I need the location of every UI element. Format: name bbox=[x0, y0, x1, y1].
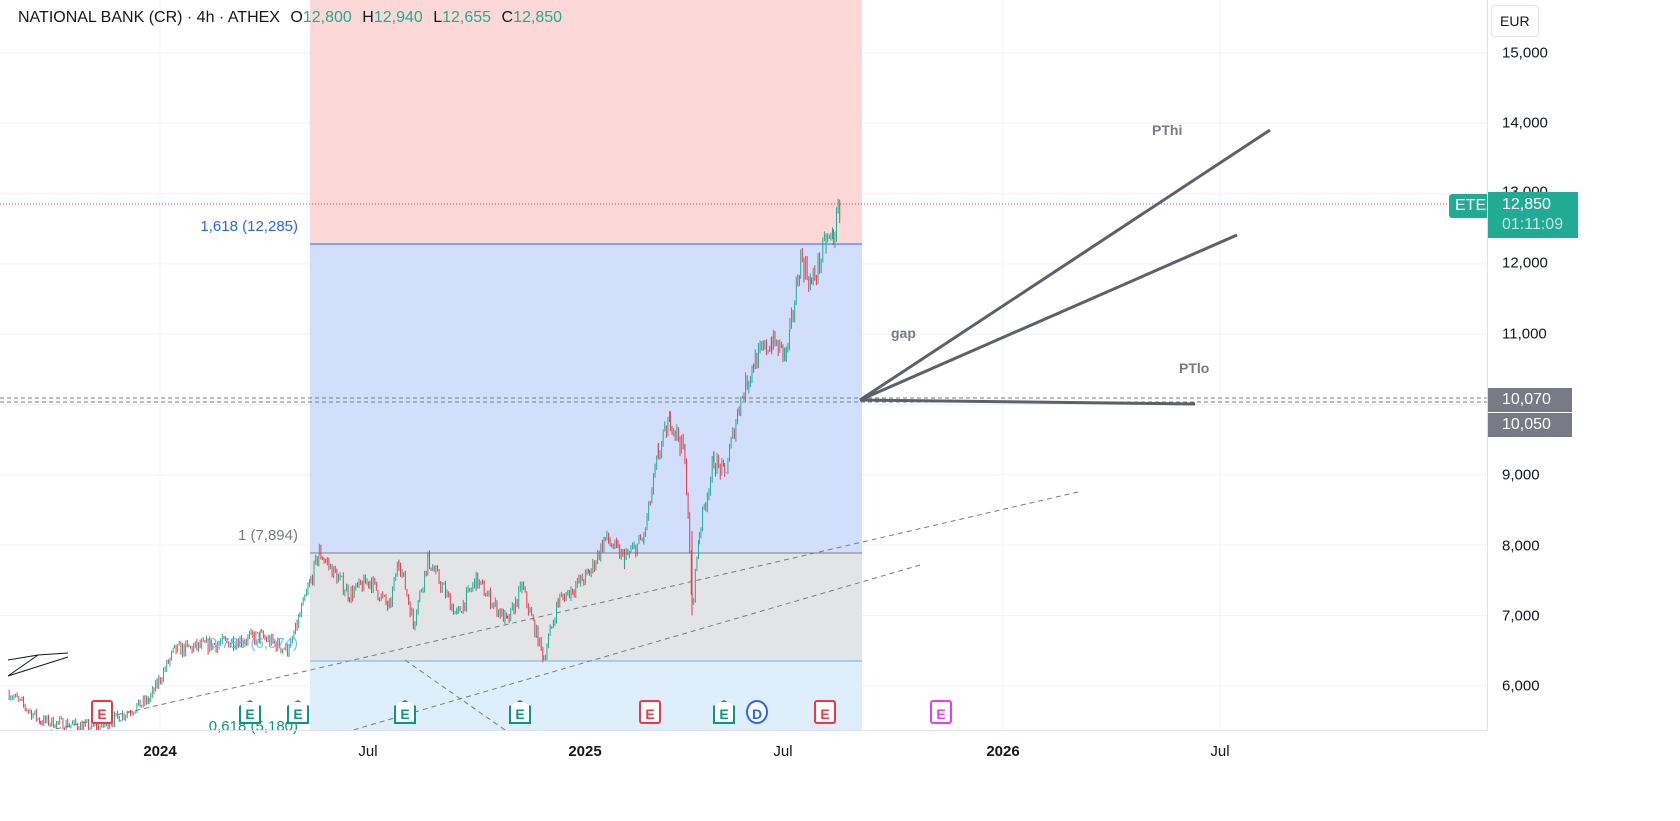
trendline-middle[interactable] bbox=[859, 233, 1238, 402]
price-tick: 8,000 bbox=[1502, 537, 1540, 555]
time-tick: 2026 bbox=[986, 743, 1020, 760]
fib-label-0786: 0,786 (6,374) bbox=[208, 635, 298, 652]
fib-label-1: 1 (7,894) bbox=[237, 527, 298, 544]
time-axis[interactable]: 2024 Jul 2025 Jul 2026 Jul bbox=[0, 730, 1487, 771]
price-chart[interactable] bbox=[0, 0, 1487, 730]
trendline-pthi[interactable] bbox=[859, 128, 1271, 402]
event-earnings-marker[interactable]: E bbox=[713, 700, 735, 724]
event-earnings-marker[interactable]: E bbox=[91, 700, 113, 724]
annotation-pthi[interactable]: PThi bbox=[1152, 122, 1183, 138]
level-badge-10050: 10,050 bbox=[1488, 413, 1572, 437]
price-axis[interactable]: EUR 15,000 14,000 13,000 12,000 11,000 9… bbox=[1487, 0, 1680, 730]
time-tick: Jul bbox=[1210, 743, 1230, 760]
price-tick: 11,000 bbox=[1502, 325, 1547, 343]
fib-zone-lightblue bbox=[310, 661, 862, 730]
price-tick: 15,000 bbox=[1502, 44, 1548, 62]
arrow-drawing[interactable] bbox=[7, 652, 69, 677]
high-value: 12,940 bbox=[373, 9, 423, 26]
fib-label-1618: 1,618 (12,285) bbox=[200, 218, 298, 235]
annotation-ptlo[interactable]: PTlo bbox=[1179, 360, 1210, 376]
low-label: L bbox=[433, 9, 443, 26]
symbol-title[interactable]: NATIONAL BANK (CR) · 4h · ATHEX bbox=[18, 9, 280, 26]
open-label: O bbox=[290, 9, 303, 26]
close-value: 12,850 bbox=[513, 9, 563, 26]
price-tick: 14,000 bbox=[1502, 114, 1548, 132]
trendline-ptlo[interactable] bbox=[859, 398, 1196, 406]
time-tick: Jul bbox=[773, 743, 793, 760]
fib-zone-gray bbox=[310, 553, 862, 661]
level-badge-10070: 10,070 bbox=[1488, 388, 1572, 412]
low-value: 12,655 bbox=[442, 9, 492, 26]
time-tick: 2024 bbox=[143, 743, 177, 760]
symbol-legend: NATIONAL BANK (CR) · 4h · ATHEX O12,800 … bbox=[18, 9, 562, 27]
event-earnings-marker[interactable]: E bbox=[814, 700, 836, 724]
event-earnings-marker[interactable]: E bbox=[394, 700, 416, 724]
price-tick: 12,000 bbox=[1502, 254, 1548, 272]
time-tick: 2025 bbox=[568, 743, 602, 760]
diagonal-dashed-line[interactable] bbox=[404, 659, 506, 730]
ticker-tag: ETE bbox=[1449, 194, 1493, 218]
high-label: H bbox=[362, 9, 374, 26]
price-tick: 7,000 bbox=[1502, 607, 1540, 625]
event-earnings-marker[interactable]: E bbox=[239, 700, 261, 724]
event-earnings-marker[interactable]: E bbox=[509, 700, 531, 724]
event-dividend-marker[interactable]: D bbox=[746, 700, 768, 724]
candles bbox=[8, 198, 841, 730]
last-price-badge: 12,850 01:11:09 bbox=[1488, 192, 1578, 238]
event-earnings-marker-upcoming[interactable]: E bbox=[930, 700, 952, 724]
currency-button[interactable]: EUR bbox=[1491, 5, 1539, 37]
time-tick: Jul bbox=[358, 743, 378, 760]
bar-countdown: 01:11:09 bbox=[1502, 216, 1564, 233]
price-tick: 6,000 bbox=[1502, 677, 1540, 695]
open-value: 12,800 bbox=[302, 9, 352, 26]
event-earnings-marker[interactable]: E bbox=[287, 700, 309, 724]
last-price: 12,850 bbox=[1502, 196, 1551, 213]
price-tick: 9,000 bbox=[1502, 466, 1540, 484]
annotation-gap[interactable]: gap bbox=[891, 325, 916, 341]
close-label: C bbox=[501, 9, 514, 26]
event-earnings-marker[interactable]: E bbox=[639, 700, 661, 724]
fib-zone-red bbox=[310, 0, 862, 244]
